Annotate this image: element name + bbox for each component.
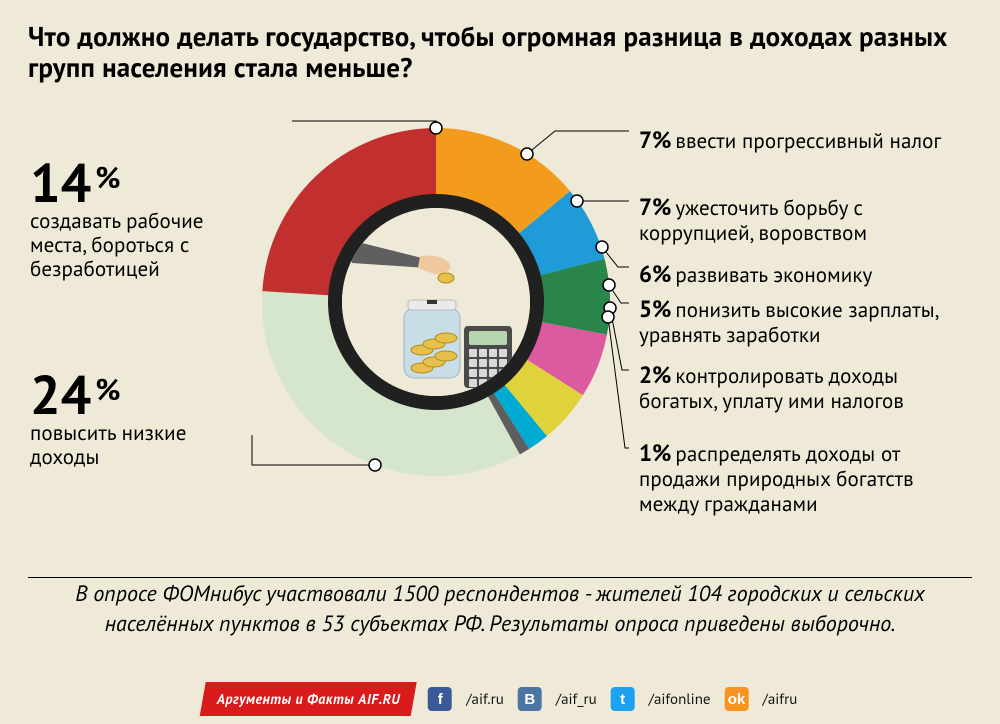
vkontakte-handle: /aif_ru: [556, 690, 597, 709]
facebook-icon[interactable]: f: [428, 687, 452, 711]
pct-redistribute: 1%: [639, 439, 671, 468]
label-progressive_tax: 7%ввести прогрессивный налог: [637, 128, 977, 154]
vkontakte-icon[interactable]: B: [518, 687, 542, 711]
label-redistribute: 1%распределять доходы от продажи природн…: [637, 441, 977, 516]
twitter-handle: /aifonline: [649, 690, 711, 709]
leader-redistribute: [608, 317, 629, 448]
label-text-progressive_tax: ввести прогрессивный налог: [675, 127, 941, 154]
social-bar: Аргументы и Факты AIF.RU f/aif.ru B/aif_r…: [203, 682, 798, 716]
brand-logo: Аргументы и Факты AIF.RU: [200, 682, 417, 716]
leader-jobs: [292, 121, 436, 128]
label-control_rich: 2%контролировать доходы богатых, уплату …: [637, 363, 977, 414]
leader-lower_high: [609, 285, 629, 303]
label-raise_low: 24%повысить низкие доходы: [30, 367, 255, 469]
label-text-corruption: ужесточить борьбу с коррупцией, воровств…: [639, 194, 867, 246]
label-text-raise_low: повысить низкие доходы: [30, 421, 255, 469]
twitter-icon[interactable]: t: [611, 687, 635, 711]
label-text-redistribute: распределять доходы от продажи природных…: [639, 440, 914, 517]
pct-corruption: 7%: [639, 193, 671, 222]
pct-control_rich: 2%: [639, 361, 671, 390]
pct-lower_high: 5%: [639, 295, 671, 324]
label-corruption: 7%ужесточить борьбу с коррупцией, воровс…: [637, 195, 977, 246]
label-lower_high: 5%понизить высокие зарплаты, уравнять за…: [637, 297, 977, 348]
donut-chart: [262, 128, 610, 476]
page: Что должно делать государство, чтобы огр…: [0, 0, 1000, 724]
pct-economy: 6%: [639, 260, 671, 289]
label-jobs: 14%создавать рабочие места, бороться с б…: [30, 155, 255, 281]
divider: [28, 577, 972, 578]
pct-raise_low: 24%: [30, 367, 255, 421]
label-economy: 6%развивать экономику: [637, 262, 977, 288]
label-text-lower_high: понизить высокие зарплаты, уравнять зара…: [639, 296, 938, 348]
odnoklassniki-icon[interactable]: ok: [725, 687, 749, 711]
donut-hub: [328, 194, 544, 410]
pct-progressive_tax: 7%: [639, 126, 671, 155]
label-text-control_rich: контролировать доходы богатых, уплату им…: [639, 362, 904, 414]
hub-scene: [342, 208, 530, 396]
leader-control_rich: [610, 308, 629, 370]
label-text-jobs: создавать рабочие места, бороться с безр…: [30, 209, 255, 281]
footnote: В опросе ФОМнибус участвовали 1500 респо…: [60, 580, 940, 639]
odnoklassniki-handle: /aifru: [763, 690, 798, 709]
label-text-economy: развивать экономику: [675, 261, 872, 288]
facebook-handle: /aif.ru: [466, 690, 504, 709]
page-title: Что должно делать государство, чтобы огр…: [28, 22, 972, 84]
pct-jobs: 14%: [30, 155, 255, 209]
